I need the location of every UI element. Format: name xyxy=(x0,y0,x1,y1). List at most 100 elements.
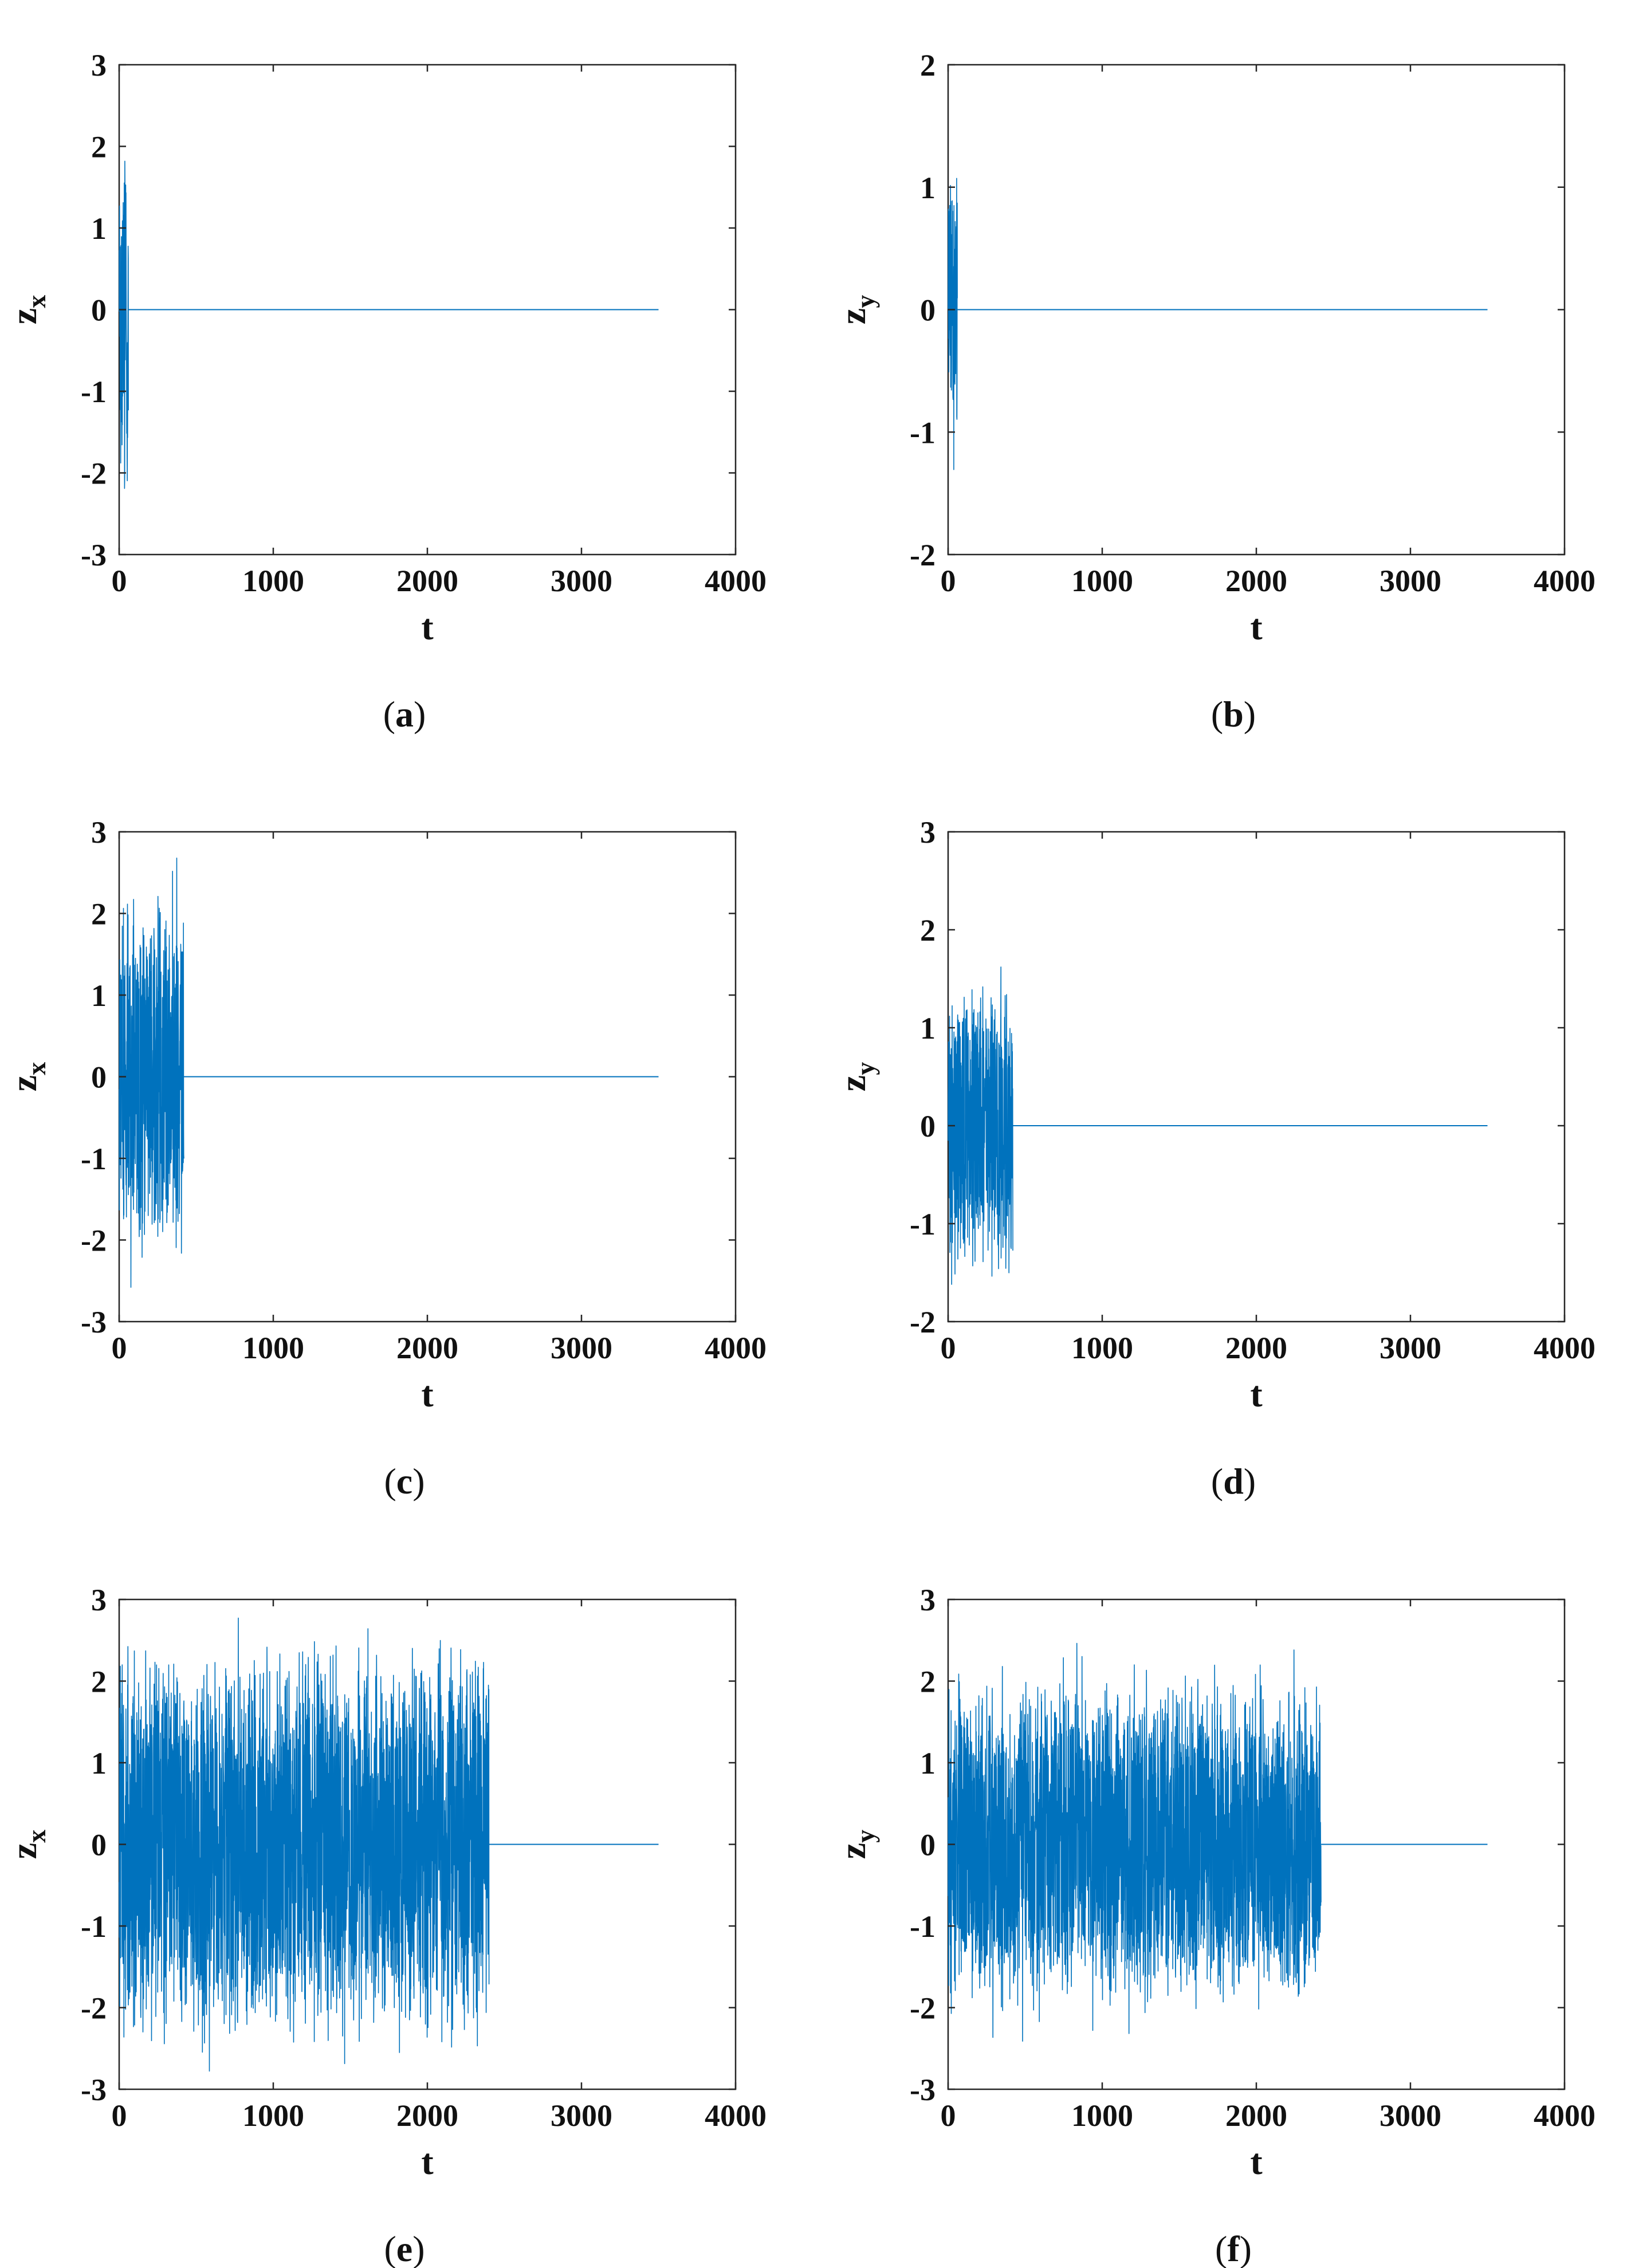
y-axis-label-main: z xyxy=(832,1843,873,1859)
y-tick-label: -2 xyxy=(81,1224,107,1258)
series-line-transient xyxy=(119,1617,490,2072)
panel-caption-open: ( xyxy=(384,1461,396,1501)
panel-caption-open: ( xyxy=(1211,1461,1223,1501)
y-tick-label: 0 xyxy=(91,1060,107,1095)
x-tick-label: 3000 xyxy=(1379,564,1441,598)
panel-caption-open: ( xyxy=(384,2228,396,2268)
chart-panel-a: 0 1000 2000 3000 4000 -3 -2 -1 0 1 2 3 t zx (a) xyxy=(3,48,767,734)
y-tick-label: 0 xyxy=(920,293,936,328)
y-axis-label-subscript: y xyxy=(851,1062,880,1075)
y-tick-label: -2 xyxy=(910,538,936,572)
x-tick-label: 4000 xyxy=(705,564,767,598)
y-tick-label: 2 xyxy=(920,1665,936,1699)
y-axis-label-subscript: x xyxy=(22,1062,51,1075)
y-tick-label: -1 xyxy=(81,1909,107,1944)
y-tick-label: 2 xyxy=(91,897,107,931)
y-axis-label: zy xyxy=(832,1062,880,1091)
x-tick-label: 3000 xyxy=(1379,2098,1441,2133)
y-tick-label: -3 xyxy=(910,2073,936,2107)
y-tick-label: 3 xyxy=(91,48,107,82)
y-axis-label-main: z xyxy=(832,308,873,324)
panel-caption-close: ) xyxy=(1244,694,1256,734)
y-tick-label: 2 xyxy=(91,1665,107,1699)
y-tick-label: -2 xyxy=(81,1991,107,2026)
y-axis-label: zx xyxy=(3,1830,51,1859)
y-axis-label-subscript: x xyxy=(22,295,51,308)
y-tick-label: 1 xyxy=(920,1746,936,1780)
panel-caption-close: ) xyxy=(412,1461,425,1501)
y-tick-label: 1 xyxy=(920,171,936,205)
y-tick-label: -1 xyxy=(910,415,936,450)
y-tick-label: -1 xyxy=(910,1909,936,1944)
plot-area-frame xyxy=(947,831,1566,1323)
chart-panel-b: 0 1000 2000 3000 4000 -2 -1 0 1 2 t zy (b) xyxy=(832,48,1595,734)
panel-caption-open: ( xyxy=(1215,2228,1227,2268)
y-tick-label: -1 xyxy=(81,375,107,409)
y-axis-label: zy xyxy=(832,1830,880,1859)
y-tick-label: 1 xyxy=(920,1011,936,1045)
y-axis-label-main: z xyxy=(3,308,44,324)
x-tick-label: 3000 xyxy=(551,564,612,598)
x-tick-label: 1000 xyxy=(242,564,304,598)
x-tick-label: 2000 xyxy=(396,2098,458,2133)
panel-caption: (f) xyxy=(1215,2228,1252,2268)
y-tick-label: -3 xyxy=(81,1305,107,1339)
x-axis-label: t xyxy=(421,1374,434,1414)
series-line-transient xyxy=(948,178,958,470)
x-tick-label: 2000 xyxy=(1225,1331,1287,1365)
x-tick-label: 0 xyxy=(112,2098,127,2133)
y-tick-label: 2 xyxy=(920,48,936,82)
y-tick-label: 2 xyxy=(91,130,107,164)
y-tick-label: 1 xyxy=(91,978,107,1013)
panel-caption-letter: a xyxy=(395,694,414,734)
x-tick-label: 1000 xyxy=(1071,2098,1133,2133)
x-tick-label: 1000 xyxy=(242,1331,304,1365)
x-tick-label: 0 xyxy=(941,564,956,598)
y-tick-label: 3 xyxy=(91,815,107,850)
chart-panel-d: 0 1000 2000 3000 4000 -2 -1 0 1 2 3 t zy (d) xyxy=(832,815,1595,1501)
x-tick-label: 1000 xyxy=(242,2098,304,2133)
y-axis-label-subscript: y xyxy=(851,1830,880,1843)
panel-caption: (b) xyxy=(1211,694,1256,734)
panel-caption-letter: d xyxy=(1223,1461,1244,1501)
y-tick-label: 3 xyxy=(920,1583,936,1617)
y-axis-label-main: z xyxy=(3,1075,44,1091)
panel-caption-open: ( xyxy=(383,694,395,734)
panel-caption-letter: e xyxy=(396,2228,412,2268)
y-tick-label: -2 xyxy=(910,1991,936,2026)
series-line-transient xyxy=(948,966,1013,1285)
x-tick-label: 1000 xyxy=(1071,564,1133,598)
y-axis-label: zx xyxy=(3,1062,51,1091)
x-axis-label: t xyxy=(421,2141,434,2182)
panel-caption: (c) xyxy=(384,1461,425,1501)
series-line-transient xyxy=(119,160,129,489)
y-tick-label: -1 xyxy=(910,1207,936,1241)
series-line-transient xyxy=(119,858,184,1288)
panel-caption-letter: c xyxy=(396,1461,412,1501)
chart-panel-c: 0 1000 2000 3000 4000 -3 -2 -1 0 1 2 3 t zx (c) xyxy=(3,815,767,1501)
y-tick-label: 0 xyxy=(920,1109,936,1143)
x-axis-label: t xyxy=(1250,1374,1263,1414)
y-tick-label: 2 xyxy=(920,913,936,948)
panel-caption-letter: b xyxy=(1223,694,1244,734)
y-tick-label: 0 xyxy=(920,1828,936,1862)
x-tick-label: 4000 xyxy=(1534,564,1595,598)
panel-caption: (d) xyxy=(1211,1461,1256,1501)
y-tick-label: 0 xyxy=(91,293,107,328)
chart-panel-f: 0 1000 2000 3000 4000 -3 -2 -1 0 1 2 3 t zy (f) xyxy=(832,1583,1595,2268)
x-tick-label: 0 xyxy=(112,564,127,598)
y-tick-label: 3 xyxy=(91,1583,107,1617)
x-tick-label: 2000 xyxy=(1225,564,1287,598)
panel-caption-open: ( xyxy=(1211,694,1223,734)
y-axis-label-subscript: y xyxy=(851,295,880,308)
panel-caption-close: ) xyxy=(412,2228,425,2268)
x-tick-label: 0 xyxy=(941,2098,956,2133)
x-tick-label: 2000 xyxy=(396,564,458,598)
y-axis-label: zx xyxy=(3,295,51,324)
x-tick-label: 2000 xyxy=(1225,2098,1287,2133)
panel-caption: (e) xyxy=(384,2228,425,2268)
y-tick-label: 3 xyxy=(920,815,936,850)
y-tick-label: 1 xyxy=(91,1746,107,1780)
x-tick-label: 4000 xyxy=(705,2098,767,2133)
y-tick-label: -1 xyxy=(81,1142,107,1176)
